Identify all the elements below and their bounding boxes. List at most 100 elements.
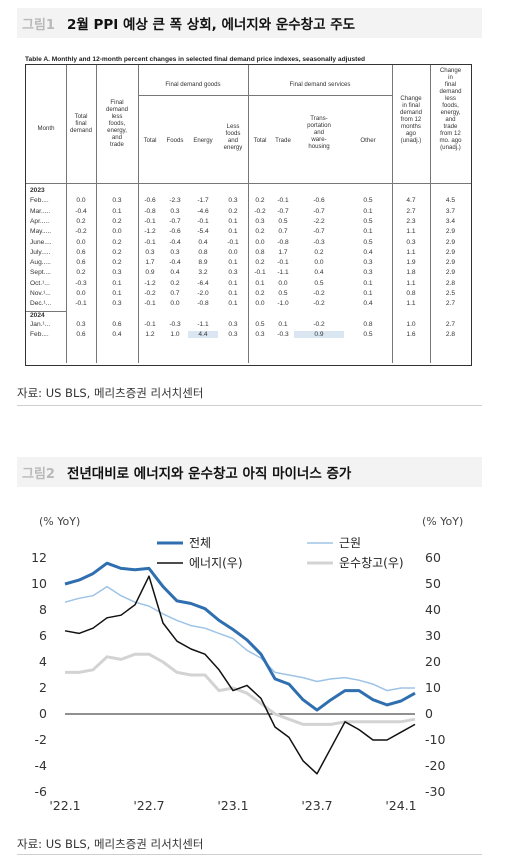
table-cell: 2.3 (406, 217, 416, 225)
table-cell: -0.1 (75, 300, 87, 308)
table-cell: 1.0 (406, 320, 416, 328)
table-cell: -0.2 (144, 290, 156, 297)
header-fd-less: Final demand less foods, energy, and trade (96, 99, 138, 148)
header-goods-less-line: energy (223, 144, 243, 151)
left-tick-label: 0 (39, 706, 47, 721)
figure1-number: 그림1 (22, 17, 55, 33)
table-cell: 0.3 (363, 269, 373, 277)
table-cell: 0.1 (363, 207, 373, 215)
figure1-source: 자료: US BLS, 메리츠증권 리서치센터 (17, 386, 204, 400)
header-foods: Foods (166, 137, 184, 144)
table-cell: 0.1 (255, 279, 265, 287)
header-goods-less-line: Less (226, 123, 240, 130)
table-cell: 0.9 (294, 331, 344, 339)
header-change12-less-line: energy, (440, 109, 461, 116)
table-row-month: Oct.¹... (30, 279, 50, 287)
figure1-divider (17, 405, 482, 406)
right-tick-label: 30 (425, 628, 441, 643)
table-cell: 1.0 (170, 331, 180, 339)
table-cell: -0.2 (313, 290, 325, 297)
table-cell: -0.1 (197, 217, 209, 225)
table-cell: -6.4 (197, 279, 209, 287)
table-cell: 0.9 (145, 269, 155, 277)
table-cell: -1.1 (197, 320, 209, 328)
table-cell: 3.4 (445, 217, 456, 225)
table-cell: -0.1 (144, 320, 156, 328)
year-divider (26, 310, 66, 312)
year-2024-label: 2024 (30, 311, 45, 319)
table-row-month: Feb.... (30, 331, 49, 339)
right-tick-label: 0 (425, 706, 433, 721)
table-cell: -0.1 (144, 217, 156, 225)
table-cell: 0.6 (76, 259, 86, 267)
right-tick-label: 10 (425, 680, 441, 695)
header-change12: Change in final demand from 12 months ago (una… (392, 95, 430, 144)
column-divider (248, 65, 249, 363)
x-tick-label: '22.1 (49, 798, 80, 813)
table-cell: 0.2 (314, 248, 324, 256)
header-fd-less-line: demand (105, 106, 129, 113)
header-change12-less-line: Change (439, 67, 462, 74)
table-caption: Table A. Monthly and 12-month percent ch… (25, 56, 366, 63)
header-goods-less: Less foods and energy (218, 123, 248, 151)
series-line-2 (64, 585, 415, 692)
table-row-month: Dec.¹... (30, 300, 52, 308)
table-cell: -0.3 (277, 331, 289, 339)
table-cell: 0.8 (255, 248, 265, 256)
table-cell: 0.3 (112, 269, 122, 277)
table-cell: -1.2 (144, 228, 156, 236)
left-tick-label: 6 (39, 628, 47, 643)
header-transport: Trans-portation and ware-housing (294, 115, 344, 150)
header-change12-less-line: foods, (442, 102, 459, 109)
header-change12-line: (unadj.) (400, 137, 422, 144)
right-tick-label: -10 (425, 732, 445, 747)
figure1-header: 그림1 2월 PPI 예상 큰 폭 상회, 에너지와 운수창고 주도 (17, 8, 482, 38)
table-cell: -1.1 (277, 269, 289, 277)
table-cell: 1.1 (406, 228, 416, 236)
left-tick-label: 12 (31, 550, 47, 565)
header-goods-group: Final demand goods (165, 81, 221, 88)
table-cell: -0.4 (169, 259, 181, 267)
header-change12-line: months (401, 123, 421, 130)
header-energy: Energy (193, 137, 213, 144)
header-change12-line: from 12 (400, 116, 422, 123)
table-cell: 0.5 (278, 290, 288, 297)
table-cell: -0.6 (313, 197, 325, 205)
series-group (64, 561, 416, 775)
table-cell: -0.2 (75, 228, 87, 236)
table-cell: 0.6 (112, 320, 122, 328)
table-cell: 1.2 (145, 331, 155, 339)
table-cell: 0.2 (76, 217, 86, 225)
figure2-source: 자료: US BLS, 메리츠증권 리서치센터 (17, 837, 204, 851)
table-cell: 0.5 (255, 320, 265, 328)
left-tick-label: -4 (35, 758, 48, 773)
table-cell: 1.8 (406, 269, 416, 277)
header-total-final-demand-line: Total (74, 113, 88, 120)
table-cell: -0.8 (277, 238, 289, 246)
x-tick-label: '23.1 (217, 798, 248, 813)
table-cell: -1.2 (144, 279, 156, 287)
table-cell: -0.1 (144, 238, 156, 246)
table-cell: 0.2 (255, 197, 265, 205)
right-tick-label: 50 (425, 576, 441, 591)
table-cell: -0.1 (227, 238, 239, 246)
table-cell: 2.8 (445, 331, 456, 339)
header-trade: Trade (275, 137, 291, 144)
table-cell: 4.7 (406, 197, 416, 205)
table-cell: 8.9 (198, 259, 208, 267)
column-divider (392, 65, 393, 363)
right-tick-label: 60 (425, 550, 441, 565)
table-cell: 2.9 (445, 238, 456, 246)
table-cell: 0.4 (363, 300, 373, 308)
table-cell: 0.1 (228, 259, 238, 267)
figure2-header: 그림2 전년대비로 에너지와 운수창고 아직 마이너스 증가 (17, 457, 482, 487)
header-transport-line: portation (307, 122, 331, 129)
table-cell: -1.0 (277, 300, 289, 308)
table-cell: -2.0 (197, 290, 209, 297)
table-cell: 0.2 (112, 217, 122, 225)
table-cell: 0.0 (76, 290, 86, 297)
table-cell: 2.8 (445, 279, 456, 287)
table-cell: 0.2 (112, 248, 122, 256)
